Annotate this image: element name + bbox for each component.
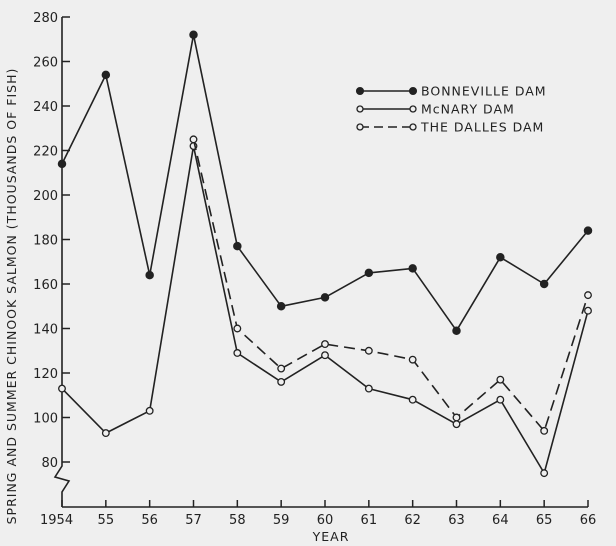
- data-point: [496, 375, 505, 384]
- data-point: [540, 426, 549, 435]
- y-tick-label: 140: [33, 323, 58, 338]
- x-tick-label: 60: [317, 513, 334, 528]
- data-point: [233, 324, 242, 333]
- data-point: [321, 351, 329, 360]
- x-tick-label: 64: [492, 513, 509, 528]
- y-tick-label: 160: [33, 278, 58, 293]
- data-point: [364, 268, 374, 278]
- x-tick-label: 63: [448, 513, 465, 528]
- data-point: [539, 279, 549, 289]
- legend-label: THE DALLES DAM: [420, 120, 544, 135]
- data-point: [408, 355, 417, 364]
- y-ticks: 80 100 120 140 160 180 200 220 240 260 280: [33, 11, 70, 471]
- legend-label: McNARY DAM: [421, 102, 515, 117]
- data-point: [408, 264, 417, 273]
- legend-marker: [355, 86, 365, 96]
- y-tick-label: 100: [33, 412, 58, 427]
- data-point: [496, 395, 505, 404]
- x-tick-label: 59: [273, 513, 290, 528]
- x-axis-title: YEAR: [312, 529, 350, 544]
- legend-marker: [409, 123, 417, 131]
- y-tick-label: 200: [33, 189, 58, 204]
- legend-marker: [356, 123, 364, 131]
- series-mcnary-dam: [58, 142, 592, 478]
- data-point: [540, 469, 549, 478]
- data-point: [101, 70, 111, 80]
- x-ticks: 1954 55 56 57 58 59 60 61 62 63 64 65 66: [40, 500, 596, 528]
- legend-item: McNARY DAM: [356, 102, 515, 117]
- series-bonneville-dam: [57, 30, 593, 335]
- y-tick-label: 80: [41, 456, 58, 471]
- x-tick-label: 55: [98, 513, 115, 528]
- data-point: [321, 340, 329, 349]
- data-point: [233, 241, 242, 251]
- data-point: [233, 349, 242, 357]
- legend-marker: [409, 105, 417, 113]
- data-point: [58, 384, 66, 393]
- y-tick-label: 180: [33, 234, 58, 249]
- data-point: [452, 420, 461, 429]
- series-line: [192, 139, 589, 432]
- legend-label: BONNEVILLE DAM: [421, 84, 547, 99]
- data-point: [584, 291, 592, 300]
- data-point: [496, 253, 505, 262]
- x-tick-label: 57: [185, 513, 202, 528]
- legend-item: THE DALLES DAM: [356, 120, 544, 135]
- x-tick-label: 65: [536, 513, 553, 528]
- y-tick-label: 240: [33, 100, 58, 115]
- data-point: [57, 159, 67, 169]
- legend-marker: [356, 105, 364, 113]
- data-point: [408, 395, 417, 404]
- data-point: [364, 346, 373, 355]
- x-tick-label: 61: [361, 513, 378, 528]
- data-point: [277, 364, 286, 373]
- data-point: [583, 226, 593, 235]
- data-point: [276, 301, 286, 311]
- data-point: [189, 30, 198, 40]
- data-point: [145, 406, 154, 415]
- data-point: [277, 377, 286, 386]
- data-point: [452, 326, 461, 335]
- x-tick-label: 56: [141, 513, 158, 528]
- y-tick-label: 220: [33, 145, 58, 160]
- data-point: [584, 306, 592, 315]
- data-point: [145, 270, 154, 280]
- series-layer: [57, 30, 593, 478]
- y-tick-label: 280: [33, 11, 58, 26]
- data-point: [364, 384, 373, 393]
- data-point: [320, 293, 330, 302]
- legend: BONNEVILLE DAM McNARY DAM THE DALLES DAM: [355, 84, 547, 135]
- series-the-dalles-dam: [189, 135, 592, 435]
- y-tick-label: 260: [33, 56, 58, 71]
- legend-item: BONNEVILLE DAM: [355, 84, 547, 99]
- x-tick-label: 1954: [40, 513, 73, 528]
- data-point: [452, 413, 461, 422]
- x-tick-label: 62: [404, 513, 421, 528]
- data-point: [101, 429, 110, 438]
- x-tick-label: 66: [580, 513, 597, 528]
- y-axis-title: SPRING AND SUMMER CHINOOK SALMON (THOUSA…: [4, 68, 19, 525]
- data-point: [189, 135, 198, 144]
- x-tick-label: 58: [229, 513, 246, 528]
- y-tick-label: 120: [33, 367, 58, 382]
- legend-marker: [408, 86, 418, 96]
